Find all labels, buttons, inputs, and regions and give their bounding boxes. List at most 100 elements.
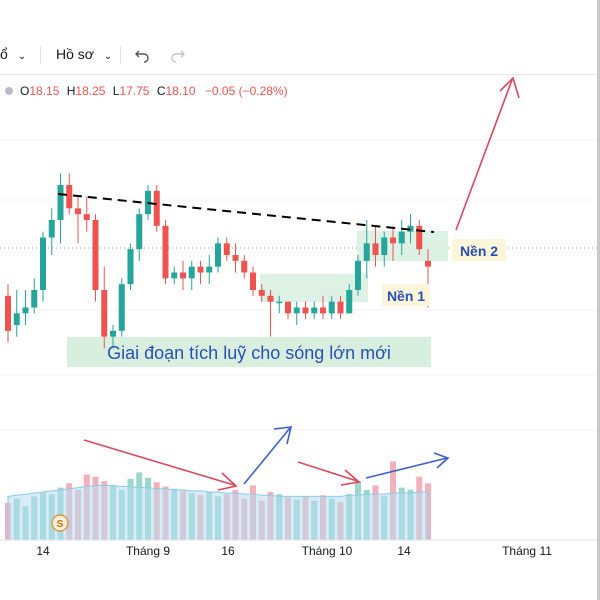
candle-7 — [66, 173, 73, 215]
candle-31 — [276, 295, 283, 314]
candle-body-8 — [75, 208, 81, 215]
legend-high-label: H — [67, 84, 76, 98]
candle-body-3 — [31, 290, 38, 308]
chevron-down-icon: ⌄ — [17, 51, 27, 62]
event-marker-icon — [51, 514, 69, 532]
candle-36 — [320, 295, 326, 320]
candle-22 — [197, 260, 204, 285]
legend-open-value: 18.15 — [29, 84, 59, 98]
phase-label: Giai đoạn tích luỹ cho sóng lớn mới — [107, 343, 391, 363]
event-marker-label: S — [57, 519, 64, 530]
descending-trendline — [57, 193, 435, 233]
candle-17 — [153, 185, 160, 232]
toolbar-item-1[interactable]: ổ ⌄ — [0, 36, 26, 74]
legend-change: −0.05 (−0.28%) — [205, 84, 288, 98]
base-1-label: Nền 1 — [387, 288, 425, 304]
redo-icon — [171, 50, 185, 63]
candle-body-30 — [267, 295, 274, 302]
base-2-label: Nền 2 — [460, 243, 498, 259]
candle-21 — [188, 260, 195, 290]
candle-body-42 — [372, 243, 379, 255]
candle-39 — [346, 284, 353, 314]
candle-body-27 — [241, 260, 248, 273]
candle-12 — [110, 325, 116, 349]
candle-body-36 — [320, 307, 326, 314]
undo-icon — [135, 50, 149, 63]
window-right-edge — [597, 0, 600, 600]
candle-10 — [92, 214, 99, 302]
candle-body-26 — [232, 255, 239, 261]
candle-0 — [5, 284, 11, 343]
candle-body-1 — [13, 313, 20, 325]
candle-34 — [302, 301, 309, 320]
candle-33 — [293, 301, 300, 325]
candle-body-14 — [127, 249, 134, 285]
candle-14 — [127, 243, 134, 290]
candle-42 — [372, 225, 379, 267]
candle-25 — [223, 237, 230, 261]
candle-body-12 — [110, 330, 116, 337]
candle-8 — [75, 196, 81, 244]
x-tick-label-3: Tháng 10 — [302, 544, 353, 558]
candle-5 — [48, 208, 55, 255]
svg-text:O18.15 H18.25 L17.: O18.15 H18.25 L17.75 C18.10 −0.05 (−0.28… — [20, 84, 288, 98]
candle-13 — [118, 278, 125, 337]
candle-4 — [40, 231, 46, 302]
volume-decline-arrow-line — [83, 439, 235, 486]
candle-body-48 — [425, 260, 431, 267]
legend-dot-icon — [5, 87, 13, 95]
candle-43 — [381, 231, 388, 267]
candle-body-40 — [355, 260, 361, 290]
candle-body-24 — [215, 243, 221, 267]
redo-button[interactable] — [170, 36, 186, 74]
volume-decline-arrow-2-head — [340, 469, 361, 486]
chart-toolbar: ổ ⌄ Hồ sơ ⌄ — [0, 36, 600, 75]
undo-button[interactable] — [134, 36, 150, 74]
window-top-strip — [0, 0, 600, 36]
candle-body-35 — [311, 307, 318, 314]
volume-ma-area — [7, 484, 429, 541]
candle-body-37 — [328, 301, 335, 314]
candle-body-11 — [101, 290, 108, 337]
volume-decline-arrow-2-line — [297, 461, 358, 482]
candle-body-15 — [136, 214, 143, 250]
candle-37 — [328, 295, 335, 320]
legend-high-value: 18.25 — [75, 84, 105, 98]
candle-body-32 — [285, 301, 291, 314]
toolbar-item-1-label: ổ — [0, 46, 8, 62]
candle-24 — [215, 237, 221, 273]
x-tick-label-4: 14 — [397, 544, 411, 558]
candle-body-38 — [337, 301, 344, 314]
breakout-arrow-head — [499, 76, 520, 99]
volume-rise-arrow-line — [243, 427, 291, 485]
x-tick-label-5: Tháng 11 — [502, 544, 552, 558]
base-1-label-box — [382, 284, 430, 306]
volume-decline-arrow-head — [217, 472, 238, 491]
candle-6 — [57, 173, 64, 244]
candle-11 — [101, 266, 108, 349]
candle-body-6 — [57, 185, 64, 220]
candle-9 — [83, 196, 90, 232]
candle-body-9 — [83, 214, 90, 220]
candle-23 — [206, 255, 213, 285]
candle-body-13 — [118, 284, 125, 331]
candle-40 — [355, 255, 361, 296]
phase-label-box — [67, 337, 431, 367]
candle-19 — [171, 266, 178, 285]
legend-low-label: L — [113, 84, 120, 98]
candle-28 — [250, 266, 256, 296]
candle-body-31 — [276, 301, 283, 304]
candle-body-4 — [40, 237, 46, 290]
candle-1 — [13, 290, 20, 337]
candle-26 — [232, 243, 239, 273]
candle-15 — [136, 208, 143, 261]
profile-menu[interactable]: Hồ sơ ⌄ — [56, 36, 112, 74]
legend-open-label: O — [20, 84, 29, 98]
legend-close-label: C — [157, 84, 166, 98]
toolbar-divider — [120, 46, 121, 64]
candle-body-21 — [188, 266, 195, 279]
candles — [5, 173, 431, 349]
chevron-down-icon: ⌄ — [103, 51, 113, 62]
candle-body-23 — [206, 266, 213, 273]
